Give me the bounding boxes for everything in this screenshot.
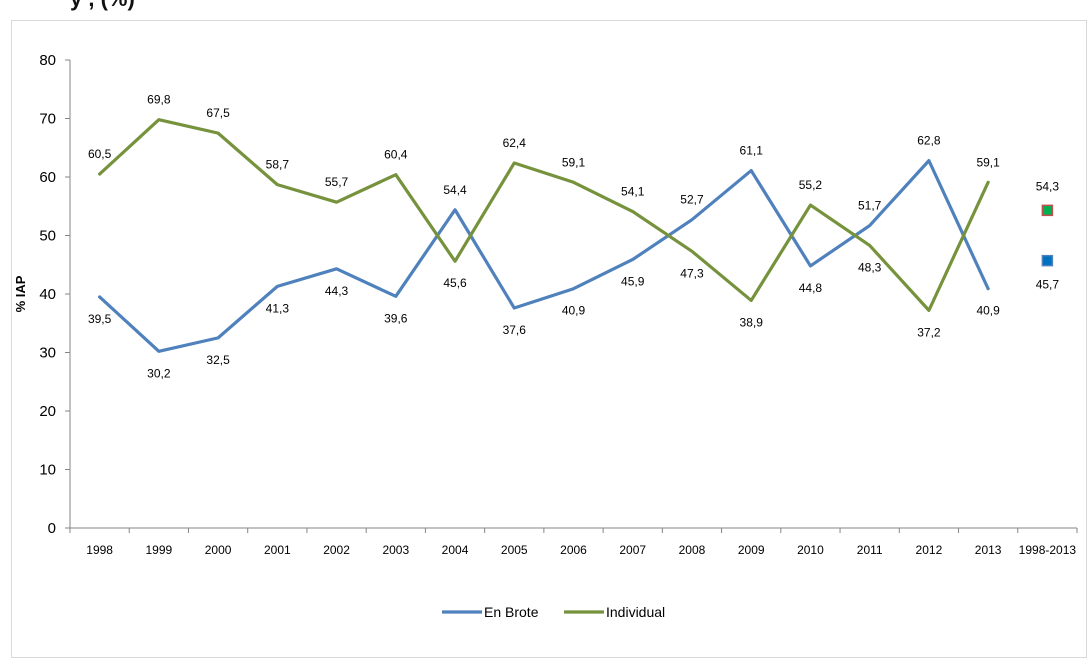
x-tick-label: 1999: [146, 543, 173, 557]
summary-marker: [1041, 204, 1054, 217]
summary-label: 54,3: [1036, 179, 1060, 193]
series-line-en-brote: [98, 159, 990, 353]
y-tick-label: 50: [39, 228, 56, 245]
y-axis-label: % IAP: [13, 275, 28, 312]
x-tick-label: 2007: [619, 543, 646, 557]
data-label: 52,7: [680, 193, 704, 207]
data-label: 54,4: [443, 183, 467, 197]
y-tick-label: 80: [39, 52, 56, 69]
data-label: 37,6: [503, 323, 527, 337]
chart-frame: [11, 20, 1087, 658]
x-tick-labels: 1998 1999 2000 2001 2002 2003 2004 2005 2006 2007…: [86, 543, 1076, 557]
x-tick-label: 2005: [501, 543, 528, 557]
axes: [65, 59, 1078, 533]
data-label: 51,7: [858, 199, 882, 213]
data-label: 60,5: [88, 147, 112, 161]
data-label: 47,3: [680, 266, 704, 280]
data-label: 45,9: [621, 274, 645, 288]
data-label: 39,5: [88, 312, 112, 326]
x-tick-label: 2013: [975, 543, 1002, 557]
summary-marker: [1041, 254, 1054, 267]
data-label: 62,8: [917, 134, 941, 148]
summary-label: 45,7: [1036, 278, 1060, 292]
data-label: 32,5: [206, 353, 230, 367]
data-label: 67,5: [206, 106, 230, 120]
x-tick-label: 2012: [916, 543, 943, 557]
data-label: 38,9: [740, 315, 764, 329]
x-tick-label: 2009: [738, 543, 765, 557]
x-tick-label: 2004: [442, 543, 469, 557]
x-tick-label: 2011: [857, 543, 883, 557]
data-label: 45,6: [443, 276, 467, 290]
y-tick-label: 10: [39, 462, 56, 479]
y-tick-label: 70: [39, 111, 56, 128]
data-label: 44,8: [799, 281, 823, 295]
chart-title: y , (%): [70, 0, 135, 12]
y-tick-label: 0: [48, 520, 56, 537]
data-labels: 39,5 60,5 30,2 69,8 32,5 67,5 41,3 58,7 44,3 55,7…: [88, 93, 1000, 381]
y-tick-labels: 0 10 20 30 40 50 60 70 80: [39, 52, 56, 537]
data-label: 37,2: [917, 325, 941, 339]
data-label: 59,1: [976, 155, 1000, 169]
data-label: 55,2: [799, 178, 823, 192]
data-label: 58,7: [266, 158, 290, 172]
legend-label: Individual: [606, 604, 665, 620]
x-tick-label: 2008: [679, 543, 706, 557]
legend: En Brote Individual: [442, 604, 665, 620]
data-label: 55,7: [325, 175, 349, 189]
data-label: 61,1: [740, 144, 764, 158]
series-lines: [98, 118, 990, 353]
data-label: 48,3: [858, 260, 882, 274]
data-label: 41,3: [266, 301, 290, 315]
series-line-individual: [98, 118, 990, 312]
y-tick-label: 20: [39, 403, 56, 420]
x-tick-label: 2000: [205, 543, 232, 557]
data-label: 30,2: [147, 366, 171, 380]
legend-label: En Brote: [484, 604, 539, 620]
x-tick-label: 1998: [86, 543, 113, 557]
title-strip: y , (%): [0, 0, 1089, 18]
x-tick-label: 1998-2013: [1019, 543, 1077, 557]
y-tick-label: 40: [39, 286, 56, 303]
x-tick-label: 2006: [560, 543, 587, 557]
x-tick-label: 2010: [797, 543, 824, 557]
x-tick-label: 2001: [264, 543, 291, 557]
x-tick-label: 2002: [323, 543, 350, 557]
data-label: 59,1: [562, 155, 586, 169]
x-tick-label: 2003: [382, 543, 409, 557]
summary-points: 54,3 45,7: [1036, 179, 1060, 291]
data-label: 60,4: [384, 148, 408, 162]
data-label: 40,9: [562, 304, 586, 318]
y-tick-label: 30: [39, 345, 56, 362]
y-tick-label: 60: [39, 169, 56, 186]
data-label: 39,6: [384, 311, 408, 325]
data-label: 62,4: [503, 136, 527, 150]
data-label: 44,3: [325, 284, 349, 298]
data-label: 40,9: [976, 304, 1000, 318]
data-label: 69,8: [147, 93, 171, 107]
data-label: 54,1: [621, 185, 645, 199]
